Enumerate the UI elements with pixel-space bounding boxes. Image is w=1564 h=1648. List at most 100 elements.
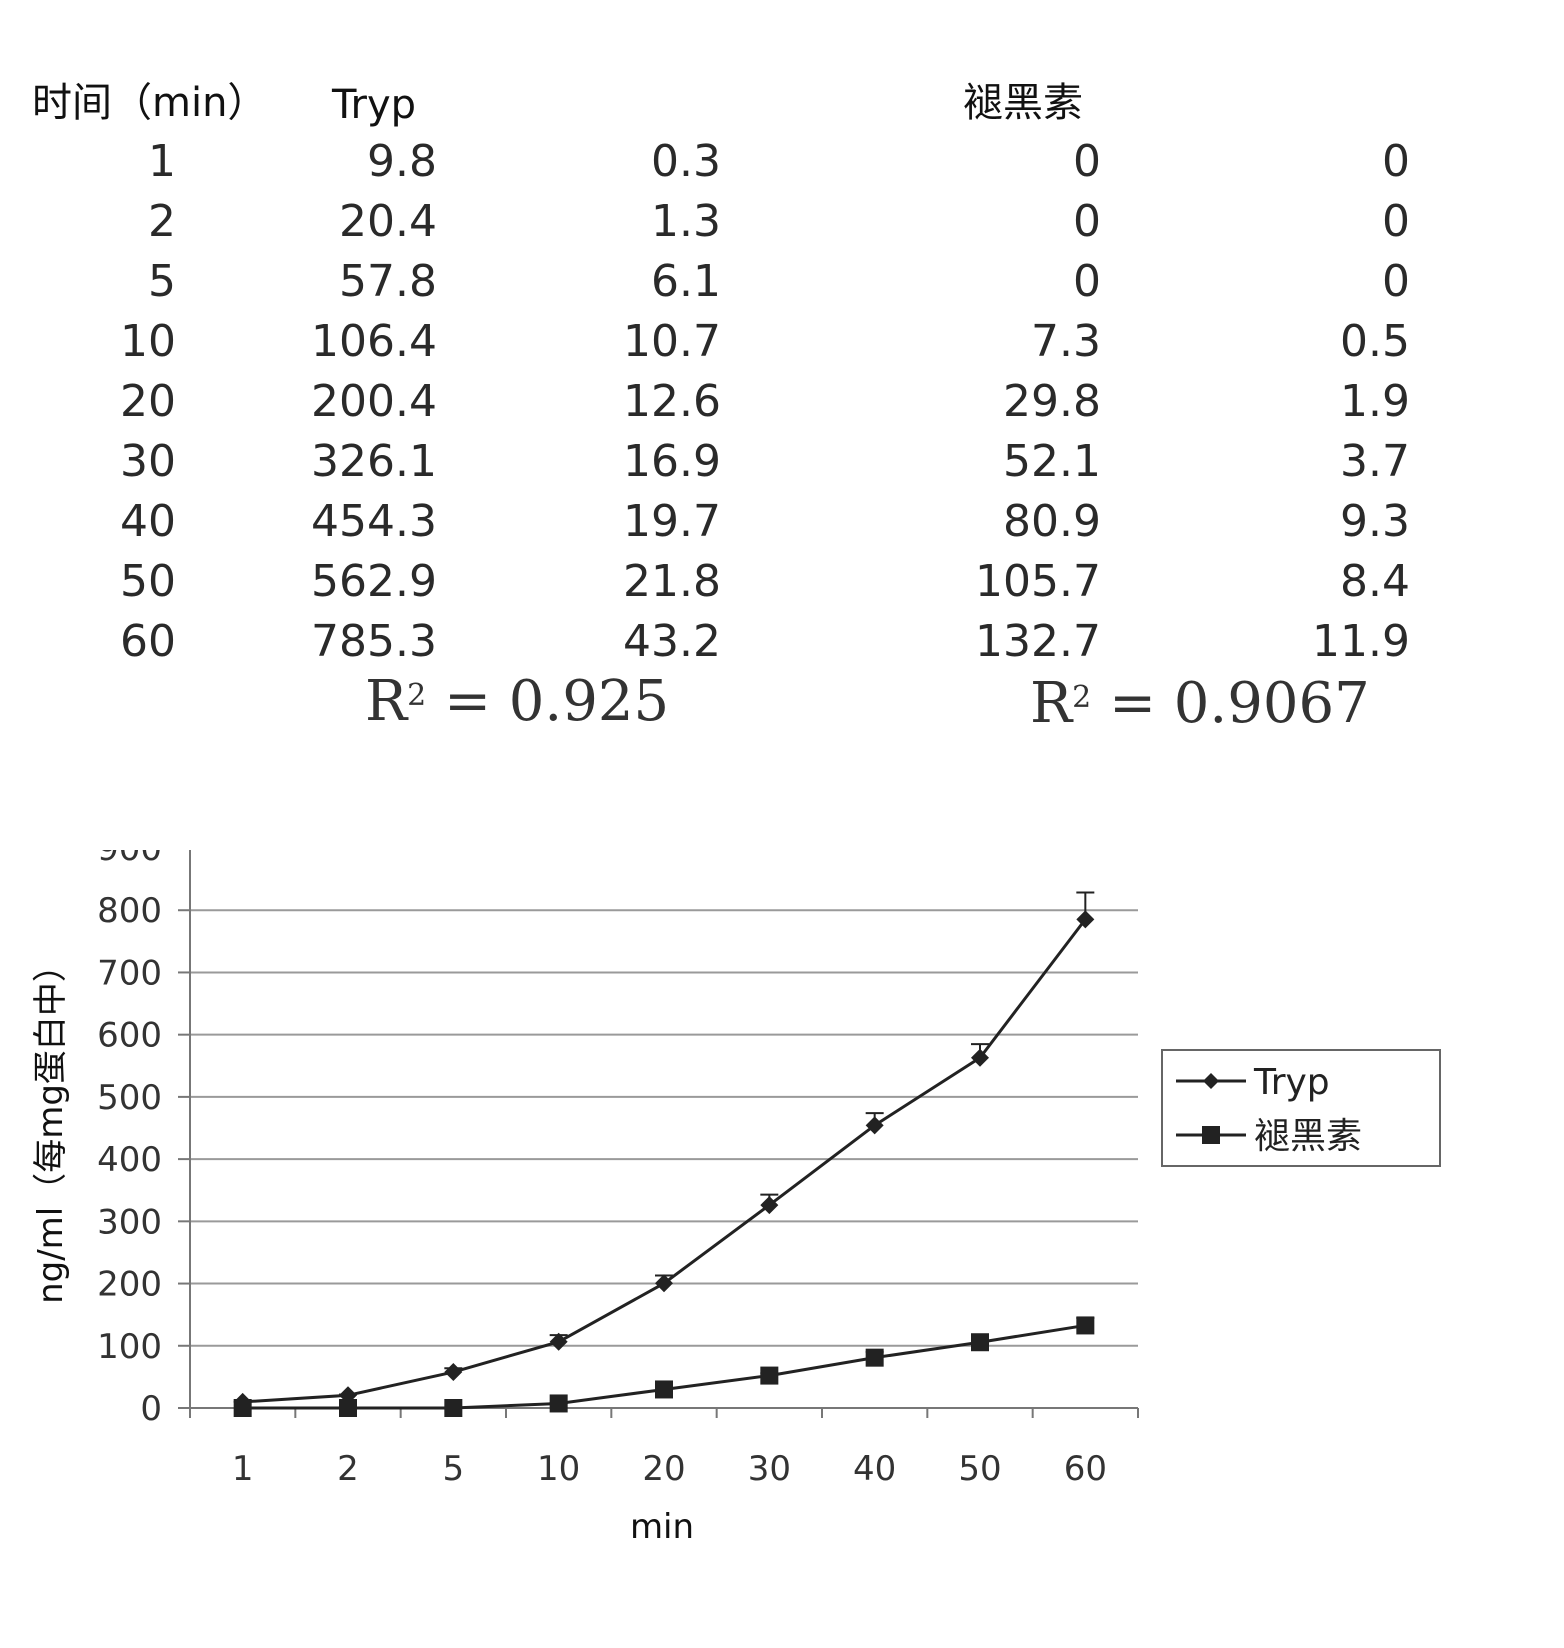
- r2-melatonin: R2 = 0.9067: [1030, 672, 1370, 736]
- x-tick-label: 50: [958, 1449, 1001, 1489]
- data-point-melatonin: [760, 1366, 779, 1385]
- x-tick-label: 1: [232, 1449, 254, 1489]
- table-cell: 7.3: [1031, 316, 1101, 367]
- table-cell: 9.8: [367, 136, 437, 187]
- table-cell: 20.4: [339, 196, 437, 247]
- table-cell: 10.7: [623, 316, 721, 367]
- table-cell: 60: [120, 616, 176, 667]
- r2-tryp: R2 = 0.925: [365, 670, 669, 734]
- table-cell: 5: [148, 256, 176, 307]
- x-tick-label: 2: [337, 1449, 359, 1489]
- legend-label: 褪黑素: [1254, 1116, 1362, 1157]
- table-cell: 6.1: [651, 256, 721, 307]
- x-tick-label: 5: [443, 1449, 465, 1489]
- r2-melatonin-sup: 2: [1072, 680, 1092, 715]
- x-tick-label: 10: [537, 1449, 580, 1489]
- table-cell: 0.5: [1340, 316, 1410, 367]
- r2-melatonin-value: = 0.9067: [1091, 671, 1370, 736]
- table-cell: 0: [1073, 256, 1101, 307]
- y-tick-label: 800: [97, 891, 162, 931]
- table-cell: 3.7: [1340, 436, 1410, 487]
- table-cell: 326.1: [311, 436, 437, 487]
- table-cell: 1: [148, 136, 176, 187]
- data-point-tryp: [444, 1363, 463, 1382]
- table-cell: 0: [1073, 196, 1101, 247]
- table-cell: 50: [120, 556, 176, 607]
- x-tick-label: 20: [642, 1449, 685, 1489]
- y-axis-title: ng/ml（每mg蛋白中）: [31, 948, 71, 1304]
- y-tick-label: 400: [97, 1140, 162, 1180]
- legend-box: [1161, 1049, 1441, 1167]
- data-point-melatonin: [233, 1399, 252, 1417]
- data-point-melatonin: [971, 1333, 989, 1352]
- data-point-tryp: [549, 1332, 568, 1351]
- table-cell: 0: [1382, 256, 1410, 307]
- r2-tryp-prefix: R: [365, 669, 408, 734]
- x-tick-label: 60: [1064, 1449, 1107, 1489]
- data-point-melatonin: [444, 1399, 463, 1417]
- data-point-melatonin: [339, 1399, 357, 1417]
- table-cell: 11.9: [1312, 616, 1410, 667]
- table-cell: 2: [148, 196, 176, 247]
- legend-marker-square: [1202, 1126, 1220, 1144]
- legend-label: Tryp: [1253, 1062, 1330, 1103]
- y-tick-label: 300: [97, 1202, 162, 1242]
- x-axis-title: min: [630, 1507, 694, 1547]
- legend-marker-diamond: [1203, 1073, 1219, 1089]
- y-tick-label: 100: [97, 1327, 162, 1367]
- data-point-melatonin: [865, 1348, 884, 1367]
- r2-melatonin-prefix: R: [1030, 671, 1073, 736]
- table-cell: 52.1: [1003, 436, 1101, 487]
- table-cell: 43.2: [623, 616, 721, 667]
- table-cell: 0: [1382, 196, 1410, 247]
- table-cell: 80.9: [1003, 496, 1101, 547]
- table-cell: 0: [1073, 136, 1101, 187]
- table-cell: 12.6: [623, 376, 721, 427]
- table-cell: 562.9: [311, 556, 437, 607]
- r2-tryp-sup: 2: [407, 678, 427, 713]
- y-tick-label: 700: [97, 953, 162, 993]
- table-cell: 1.3: [651, 196, 721, 247]
- table-cell: 20: [120, 376, 176, 427]
- table-cell: 30: [120, 436, 176, 487]
- r2-tryp-value: = 0.925: [426, 669, 670, 734]
- table-cell: 132.7: [975, 616, 1101, 667]
- x-tick-label: 40: [853, 1449, 896, 1489]
- table-cell: 0: [1382, 136, 1410, 187]
- data-point-melatonin: [549, 1394, 568, 1413]
- table-cell: 19.7: [623, 496, 721, 547]
- x-tick-label: 30: [748, 1449, 791, 1489]
- data-point-tryp: [971, 1048, 989, 1067]
- line-chart: 0 100 200 300 400 500 600 700 800 900 1 2 5 10 20 30 40 5…: [31, 850, 1441, 1547]
- y-tick-label: 600: [97, 1016, 162, 1056]
- table-cell: 8.4: [1340, 556, 1410, 607]
- data-point-tryp: [655, 1274, 673, 1293]
- table-cell: 105.7: [975, 556, 1101, 607]
- table-cell: 106.4: [311, 316, 437, 367]
- header-tryp: Tryp: [332, 82, 417, 128]
- data-point-tryp: [1076, 910, 1095, 929]
- table-cell: 0.3: [651, 136, 721, 187]
- y-tick-label: 900: [97, 850, 162, 869]
- table-cell: 1.9: [1340, 376, 1410, 427]
- table-cell: 9.3: [1340, 496, 1410, 547]
- y-tick-label: 200: [97, 1265, 162, 1305]
- data-table: 时间（min） Tryp 褪黑素 1 9.8 0.3 0 0 2 20.4 1.3 0 0 5 57.…: [0, 0, 1564, 780]
- series-line-tryp: [242, 918, 1087, 1404]
- data-point-tryp: [865, 1116, 884, 1135]
- y-tick-label: 500: [97, 1078, 162, 1118]
- table-cell: 21.8: [623, 556, 721, 607]
- y-tick-label: 0: [140, 1389, 162, 1429]
- header-time: 时间（min）: [32, 80, 268, 126]
- table-cell: 10: [120, 316, 176, 367]
- header-melatonin: 褪黑素: [963, 80, 1083, 126]
- table-cell: 785.3: [311, 616, 437, 667]
- table-cell: 16.9: [623, 436, 721, 487]
- table-cell: 40: [120, 496, 176, 547]
- table-cell: 454.3: [311, 496, 437, 547]
- table-cell: 57.8: [339, 256, 437, 307]
- data-point-tryp: [760, 1196, 779, 1215]
- data-point-melatonin: [655, 1380, 673, 1399]
- table-cell: 29.8: [1003, 376, 1101, 427]
- data-point-melatonin: [1076, 1316, 1095, 1335]
